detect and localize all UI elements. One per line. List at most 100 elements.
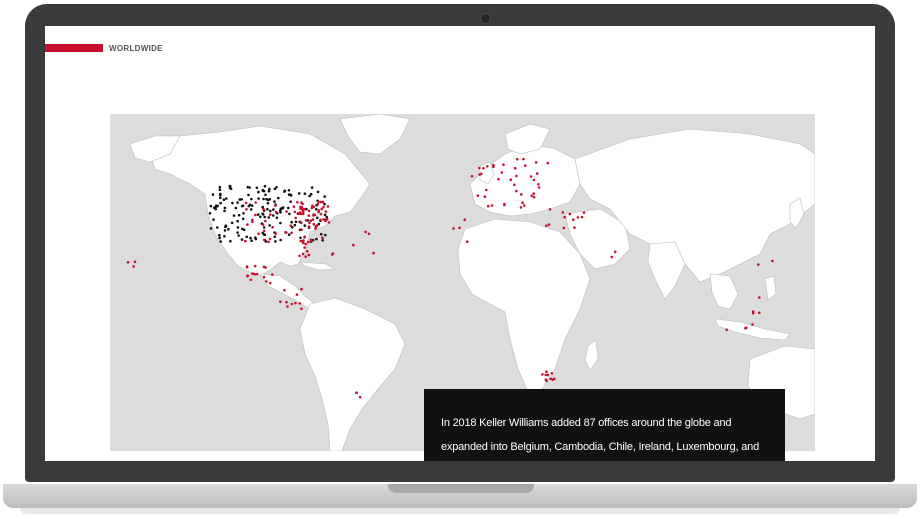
screen: WORLDWIDE — [45, 26, 875, 461]
camera-icon — [480, 13, 491, 24]
office-dot — [314, 225, 318, 228]
office-dot — [285, 210, 288, 213]
office-dot — [576, 216, 580, 219]
us-office-dot — [279, 238, 282, 242]
office-dot — [522, 157, 525, 161]
us-office-dot — [297, 192, 301, 195]
office-dot — [524, 164, 527, 167]
office-dot — [316, 202, 320, 206]
office-dot — [545, 370, 548, 374]
us-office-dot — [249, 236, 252, 240]
us-office-dot — [247, 193, 250, 197]
office-dot — [303, 235, 306, 239]
laptop-shadow — [20, 508, 900, 514]
world-map-svg — [126, 114, 815, 451]
accent-bar — [45, 44, 103, 52]
office-dot — [544, 378, 548, 382]
office-dot — [304, 219, 308, 222]
us-office-dot — [299, 236, 302, 240]
us-office-dot — [241, 227, 244, 231]
office-dot — [757, 263, 760, 266]
us-office-dot — [315, 208, 318, 211]
office-dot — [771, 259, 774, 263]
office-dots — [126, 157, 774, 399]
office-dot — [520, 193, 523, 196]
us-office-dot — [269, 209, 272, 213]
office-dot — [580, 215, 584, 219]
office-dot — [246, 223, 249, 226]
office-dot — [476, 194, 480, 197]
us-office-dot — [273, 187, 277, 191]
us-office-dot — [275, 186, 278, 189]
us-office-dot — [248, 203, 252, 207]
office-dot — [290, 231, 293, 235]
japan-landmass — [789, 197, 805, 229]
office-dot — [304, 242, 307, 246]
office-dot — [458, 226, 461, 230]
indonesia-islands — [714, 318, 791, 341]
office-dot — [320, 207, 323, 211]
caption-box: In 2018 Keller Williams added 87 offices… — [424, 389, 785, 461]
us-office-dot — [231, 201, 234, 205]
us-office-dot — [268, 187, 271, 191]
us-office-dot — [273, 235, 277, 238]
us-office-dot — [236, 231, 239, 234]
us-office-dot — [287, 189, 291, 192]
us-office-dot — [236, 201, 239, 204]
office-dot — [561, 211, 565, 214]
us-office-dot — [263, 184, 267, 188]
office-dot — [307, 214, 311, 217]
philippines-landmass — [764, 275, 777, 301]
office-dot — [267, 240, 270, 244]
us-office-dot — [275, 216, 279, 220]
us-office-dot — [263, 215, 266, 219]
office-dot — [483, 195, 487, 198]
us-office-dot — [214, 204, 218, 207]
us-office-dot — [228, 184, 232, 188]
office-dot — [251, 220, 254, 224]
office-dot — [262, 275, 266, 279]
us-office-dot — [219, 192, 222, 196]
office-dot — [751, 323, 754, 326]
europe-landmass — [469, 143, 581, 217]
office-dot — [298, 254, 301, 258]
us-office-dot — [279, 211, 282, 214]
us-office-dot — [224, 224, 228, 227]
office-dot — [532, 178, 536, 182]
us-office-dot — [266, 202, 270, 205]
us-office-dot — [319, 232, 323, 236]
section-header: WORLDWIDE — [45, 43, 163, 53]
office-dot — [299, 220, 302, 224]
us-office-dot — [256, 213, 260, 216]
us-office-dot — [255, 186, 259, 190]
us-office-dot — [230, 221, 234, 225]
us-office-dot — [323, 213, 327, 217]
office-dot — [284, 231, 287, 234]
office-dot — [306, 240, 310, 244]
office-dot — [254, 201, 257, 204]
office-dot — [497, 177, 500, 181]
office-dot — [251, 272, 254, 275]
office-dot — [331, 252, 335, 255]
us-office-dot — [303, 224, 307, 227]
office-dot — [610, 255, 614, 259]
office-dot — [310, 206, 314, 210]
office-dot — [519, 206, 523, 209]
office-dot — [486, 165, 489, 168]
us-office-dot — [250, 197, 253, 201]
office-dot — [304, 255, 307, 258]
office-dot — [317, 210, 320, 214]
office-dot — [544, 373, 548, 377]
us-office-dot — [218, 234, 221, 237]
office-dot — [582, 211, 586, 214]
office-dot — [261, 223, 265, 226]
office-dot — [265, 280, 268, 283]
us-office-dot — [236, 226, 240, 229]
us-office-dot — [254, 236, 257, 239]
us-office-dot — [241, 217, 245, 221]
office-dot — [551, 378, 555, 382]
office-dot — [253, 272, 257, 276]
office-dot — [262, 238, 266, 242]
office-dot — [319, 212, 323, 216]
office-dot — [286, 305, 289, 308]
